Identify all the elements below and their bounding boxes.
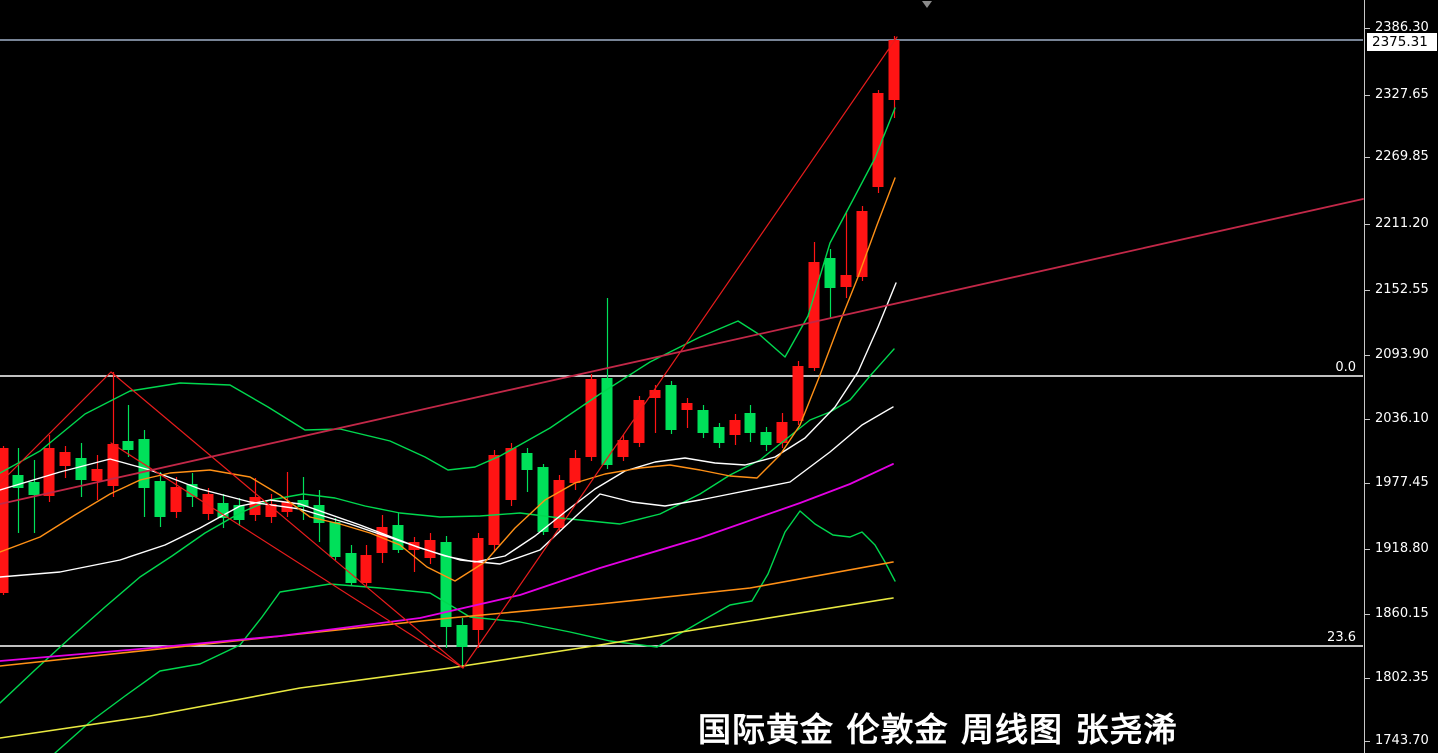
axis-price-label: 2152.55 xyxy=(1375,282,1429,297)
fib-level-label: 0.0 xyxy=(1335,360,1356,375)
axis-price-label: 2093.90 xyxy=(1375,347,1429,362)
axis-price-label: 1802.35 xyxy=(1375,670,1429,685)
axis-price-label: 2036.10 xyxy=(1375,411,1429,426)
axis-tick xyxy=(1365,95,1370,96)
axis-price-label: 2327.65 xyxy=(1375,87,1429,102)
axis-tick xyxy=(1365,419,1370,420)
axis-tick xyxy=(1365,678,1370,679)
price-axis[interactable]: 2375.31 2386.30 2327.65 2269.85 2211.20 2152… xyxy=(1364,0,1438,753)
axis-tick xyxy=(1365,549,1370,550)
axis-tick xyxy=(1365,483,1370,484)
current-price-box: 2375.31 xyxy=(1367,33,1437,51)
axis-tick xyxy=(1365,28,1370,29)
axis-price-label: 2386.30 xyxy=(1375,20,1429,35)
chart-area[interactable]: 0.0 23.6 国际黄金 伦敦金 周线图 张尧浠 xyxy=(0,0,1364,753)
axis-tick xyxy=(1365,290,1370,291)
axis-price-label: 1918.80 xyxy=(1375,541,1429,556)
axis-tick xyxy=(1365,224,1370,225)
axis-price-label: 1977.45 xyxy=(1375,475,1429,490)
axis-price-label: 2269.85 xyxy=(1375,149,1429,164)
chart-watermark: 国际黄金 伦敦金 周线图 张尧浠 xyxy=(698,710,1178,749)
price-chart-canvas[interactable] xyxy=(0,0,1364,753)
fib-level-label: 23.6 xyxy=(1327,630,1356,645)
axis-tick xyxy=(1365,355,1370,356)
axis-price-label: 2211.20 xyxy=(1375,216,1429,231)
axis-tick xyxy=(1365,614,1370,615)
chart-shift-marker-icon[interactable] xyxy=(922,1,932,8)
axis-price-label: 1743.70 xyxy=(1375,733,1429,748)
axis-tick xyxy=(1365,741,1370,742)
axis-price-label: 1860.15 xyxy=(1375,606,1429,621)
axis-tick xyxy=(1365,157,1370,158)
